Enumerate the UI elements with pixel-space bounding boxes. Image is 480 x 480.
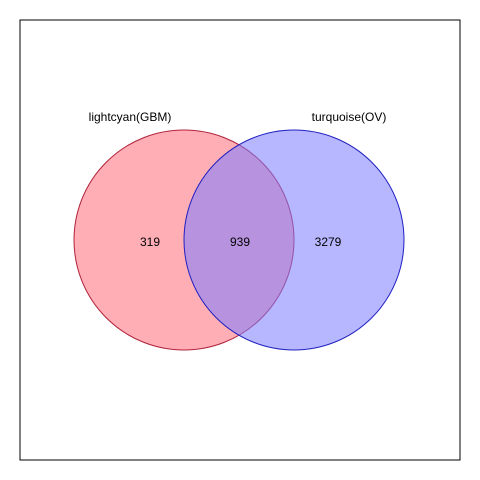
set-b-circle [183,129,405,351]
set-b-label: turquoise(OV) [312,110,387,124]
plot-frame [19,19,461,461]
set-a-label: lightcyan(GBM) [89,110,172,124]
intersection-count: 939 [230,235,250,249]
left-only-count: 319 [140,235,160,249]
right-only-count: 3279 [315,235,342,249]
